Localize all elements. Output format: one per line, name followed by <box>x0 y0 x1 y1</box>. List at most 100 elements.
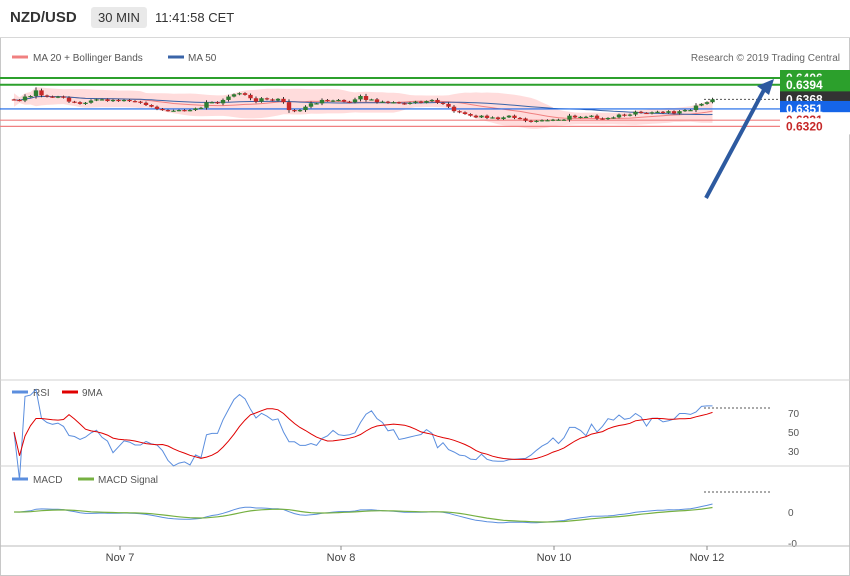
macd-panel: MACD MACD Signal 0 -0 <box>12 475 797 550</box>
candle-body <box>116 99 121 102</box>
candle-body <box>666 111 671 113</box>
candle-body <box>528 120 534 122</box>
rsi-tick-70: 70 <box>788 409 800 420</box>
candle-body <box>242 93 248 95</box>
forecast-arrow-head <box>757 79 774 95</box>
candle-body <box>132 101 138 103</box>
candle-body <box>248 94 253 99</box>
level-label-bg <box>780 76 850 93</box>
candle-body <box>220 99 226 104</box>
macd-signal-line <box>14 506 713 523</box>
candle-body <box>468 114 473 116</box>
candle-body <box>330 100 336 102</box>
chart-header: NZD/USD 30 MIN 11:41:58 CET <box>0 0 850 38</box>
candle-body <box>363 96 369 100</box>
candle-body <box>583 116 589 119</box>
candle-body <box>479 115 484 118</box>
candle-body <box>39 90 44 96</box>
candle-body <box>198 107 204 110</box>
timeframe-button[interactable]: 30 MIN <box>91 7 147 28</box>
candle-body <box>215 102 220 104</box>
macd-tick-0: 0 <box>788 508 794 519</box>
candle-body <box>655 111 660 113</box>
candle-body <box>270 99 275 101</box>
candle-body <box>407 102 413 104</box>
candle-body <box>127 99 132 102</box>
legend-ma50-label: MA 50 <box>188 53 217 64</box>
candle-body <box>160 108 165 111</box>
credit-text: Research © 2019 Trading Central <box>691 53 840 64</box>
price-legend: MA 20 + Bollinger Bands MA 50 Research ©… <box>12 53 840 64</box>
candle-body <box>424 101 429 103</box>
candle-body <box>561 119 567 121</box>
candle-body <box>418 101 424 103</box>
legend-rsi-ma-label: 9MA <box>82 388 103 399</box>
candle-body <box>259 98 264 102</box>
candle-body <box>413 101 418 103</box>
candle-body <box>622 114 627 116</box>
candle-body <box>605 117 611 120</box>
rsi-tick-50: 50 <box>788 428 800 439</box>
candle-body <box>237 93 242 95</box>
candle-body <box>143 102 149 105</box>
candle-body <box>182 110 187 112</box>
candle-body <box>105 99 110 102</box>
forecast-arrow-shaft <box>704 87 767 199</box>
candle-body <box>699 103 704 106</box>
candle-body <box>231 94 237 97</box>
candle-body <box>429 99 435 102</box>
candle-body <box>567 115 572 120</box>
candle-body <box>638 111 644 113</box>
candle-body <box>616 114 622 118</box>
candle-body <box>55 96 61 98</box>
candle-body <box>275 98 281 101</box>
candle-body <box>374 99 380 103</box>
candle-body <box>11 99 17 101</box>
candle-body <box>594 115 600 119</box>
candle-body <box>165 110 171 112</box>
candle-body <box>457 111 462 113</box>
candle-body <box>319 99 325 104</box>
legend-bb-label: MA 20 + Bollinger Bands <box>33 53 143 64</box>
macd-line <box>13 503 713 524</box>
candle-body <box>462 112 468 114</box>
x-label-nov10: Nov 10 <box>537 552 572 564</box>
legend-macd-label: MACD <box>33 475 62 486</box>
candle-body <box>440 102 446 104</box>
candle-body <box>209 102 215 104</box>
candle-body <box>347 101 352 103</box>
candle-body <box>44 95 50 97</box>
candle-body <box>501 117 506 120</box>
level-label-0.6394: 0.6394 <box>786 78 823 92</box>
candle-body <box>341 99 347 102</box>
candle-body <box>50 96 55 98</box>
candle-body <box>121 99 127 102</box>
candle-body <box>572 115 578 118</box>
rsi-tick-30: 30 <box>788 447 800 458</box>
candle-body <box>523 118 528 121</box>
candle-body <box>402 103 407 105</box>
candle-body <box>193 108 198 111</box>
rsi-panel: RSI 9MA 70 50 30 <box>12 388 800 480</box>
ma50-line <box>13 96 713 116</box>
candle-body <box>83 102 88 104</box>
candle-body <box>325 99 330 102</box>
candle-body <box>61 96 66 98</box>
candle-body <box>171 110 176 112</box>
x-label-nov8: Nov 8 <box>327 552 356 564</box>
candle-body <box>539 120 545 122</box>
candle-body <box>110 99 116 102</box>
candle-body <box>506 115 512 118</box>
candle-body <box>611 117 616 119</box>
clock-label: 11:41:58 CET <box>155 10 235 25</box>
candle-body <box>369 99 374 101</box>
candle-body <box>682 110 688 112</box>
candle-body <box>396 102 402 104</box>
candle-body <box>484 115 490 118</box>
candle-body <box>435 99 440 103</box>
legend-rsi-label: RSI <box>33 388 50 399</box>
candle-body <box>649 112 655 114</box>
candle-body <box>677 111 682 114</box>
